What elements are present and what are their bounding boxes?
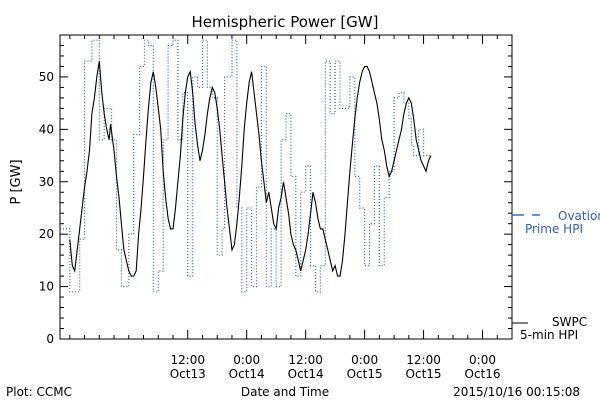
y-tick-label: 10 <box>39 280 54 294</box>
plot-frame <box>59 34 513 340</box>
series-line-ovation <box>60 39 431 293</box>
series-line-swpc <box>69 61 432 277</box>
x-tick-date-label: Oct13 <box>170 367 206 381</box>
y-axis-ticks: 0 10 20 30 40 50 <box>39 44 512 346</box>
x-tick-date-label: Oct16 <box>465 367 501 381</box>
y-tick-label: 20 <box>39 227 54 241</box>
timestamp: 2015/10/16 00:15:08 <box>453 385 580 399</box>
legend-ovation-label: Ovation <box>558 209 600 223</box>
x-axis-label: Date and Time <box>241 385 329 399</box>
x-tick-time-label: 0:00 <box>469 353 496 367</box>
legend-swpc-label-line2: 5-min HPI <box>520 328 578 342</box>
y-tick-label: 50 <box>39 70 54 84</box>
x-tick-time-label: 12:00 <box>406 353 441 367</box>
x-axis-ticks: 12:00Oct130:00Oct1412:00Oct140:00Oct1512… <box>69 35 501 381</box>
x-tick-date-label: Oct14 <box>229 367 265 381</box>
x-tick-time-label: 0:00 <box>233 353 260 367</box>
y-tick-label: 30 <box>39 175 54 189</box>
y-tick-label: 40 <box>39 122 54 136</box>
plot-credit: Plot: CCMC <box>6 385 72 399</box>
x-tick-time-label: 0:00 <box>351 353 378 367</box>
x-tick-date-label: Oct15 <box>347 367 383 381</box>
x-tick-date-label: Oct14 <box>288 367 324 381</box>
x-tick-time-label: 12:00 <box>170 353 205 367</box>
y-axis-label: P [GW] <box>9 159 24 204</box>
legend-ovation-label-line2: Prime HPI <box>525 222 583 236</box>
chart-title: Hemispheric Power [GW] <box>192 13 379 31</box>
x-tick-date-label: Oct15 <box>406 367 442 381</box>
x-tick-time-label: 12:00 <box>288 353 323 367</box>
y-tick-label: 0 <box>46 332 54 346</box>
legend-swpc-label: SWPC <box>552 315 587 329</box>
